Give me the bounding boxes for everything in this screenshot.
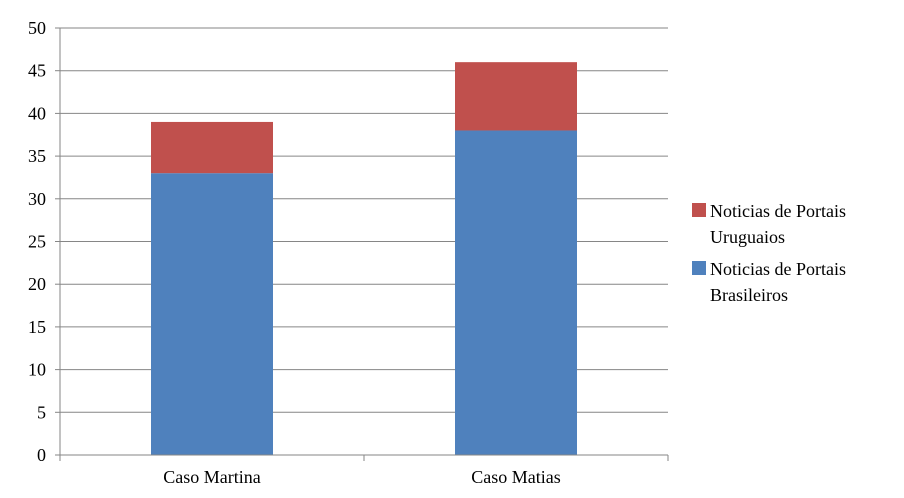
legend-label: Noticias de Portais bbox=[710, 259, 846, 279]
legend-swatch-0 bbox=[692, 203, 706, 217]
y-tick-label: 35 bbox=[28, 146, 46, 166]
y-tick-label: 0 bbox=[37, 445, 46, 465]
x-category-label: Caso Matias bbox=[471, 467, 561, 487]
y-tick-label: 15 bbox=[28, 317, 46, 337]
legend: Noticias de Portais Uruguaios Noticias de … bbox=[692, 201, 846, 305]
y-tick-label: 20 bbox=[28, 274, 46, 294]
axes: 0 5 10 15 20 25 30 35 40 45 50 Caso Martina Caso Mat… bbox=[28, 18, 669, 487]
legend-swatch-1 bbox=[692, 261, 706, 275]
x-category-label: Caso Martina bbox=[163, 467, 260, 487]
y-tick-label: 30 bbox=[28, 189, 46, 209]
bar-segment-brasileiros-0 bbox=[151, 173, 273, 455]
y-tick-label: 50 bbox=[28, 18, 46, 38]
bar-segment-uruguaios-1 bbox=[455, 62, 577, 131]
y-tick-label: 40 bbox=[28, 103, 46, 123]
bar-segment-uruguaios-0 bbox=[151, 121, 273, 174]
y-tick-label: 45 bbox=[28, 61, 46, 81]
bars bbox=[151, 62, 577, 456]
y-tick-label: 5 bbox=[37, 402, 46, 422]
y-tick-label: 10 bbox=[28, 360, 46, 380]
y-tick-label: 25 bbox=[28, 232, 46, 252]
bar-segment-brasileiros-1 bbox=[455, 130, 577, 456]
legend-label: Noticias de Portais bbox=[710, 201, 846, 221]
legend-label: Uruguaios bbox=[710, 227, 785, 247]
legend-label: Brasileiros bbox=[710, 285, 788, 305]
